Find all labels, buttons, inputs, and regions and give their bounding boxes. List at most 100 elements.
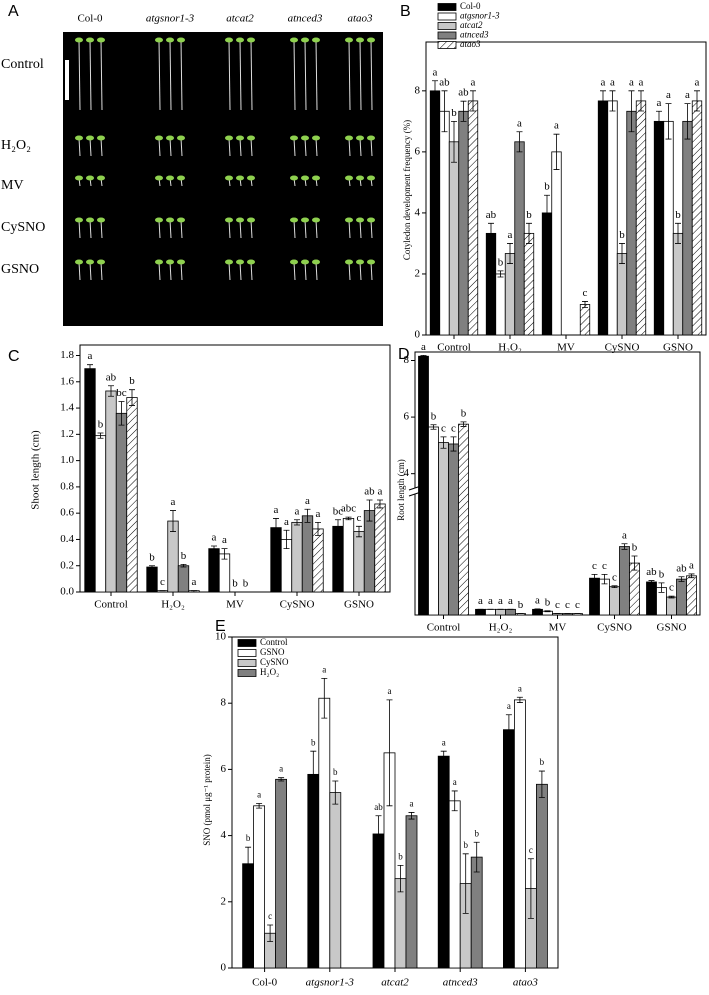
seedling-root: [239, 137, 242, 157]
seedling-root: [250, 39, 253, 111]
bar: [616, 253, 628, 336]
significance-letter: c: [555, 599, 560, 611]
bar: [84, 368, 96, 593]
significance-letter: a: [610, 76, 615, 88]
seedling-leaf: [75, 217, 83, 223]
significance-letter: a: [657, 97, 662, 109]
significance-letter: ab: [374, 802, 383, 812]
seedling-root: [89, 219, 92, 239]
error-bar: [538, 770, 545, 798]
bar: [208, 548, 220, 593]
error-bar: [609, 90, 616, 112]
y-tick-label: 2: [221, 895, 227, 907]
error-bar: [553, 133, 560, 170]
bar: [541, 212, 553, 336]
seedling-leaf: [345, 175, 353, 181]
significance-letter: c: [441, 422, 446, 434]
error-bar: [304, 508, 311, 523]
bar: [458, 110, 469, 336]
y-tick-label: 0: [415, 329, 421, 341]
significance-letter: a: [274, 504, 279, 516]
bar: [551, 151, 562, 336]
significance-letter: abc: [341, 503, 356, 515]
seedling-root: [100, 261, 103, 281]
significance-letter: b: [498, 256, 504, 268]
error-bar: [278, 777, 285, 782]
seedling-root: [180, 137, 183, 157]
error-bar: [505, 714, 512, 745]
y-tick-label: 1.2: [60, 428, 74, 440]
seedling-root: [180, 219, 183, 239]
error-bar: [451, 120, 457, 163]
bar: [437, 755, 450, 969]
seedling-root: [370, 261, 373, 281]
seedling-root: [304, 219, 307, 239]
seedling-leaf: [301, 135, 309, 141]
error-bar: [221, 548, 228, 560]
seedling-root: [169, 261, 172, 281]
y-tick-label: 4: [415, 206, 421, 218]
significance-letter: a: [639, 76, 644, 88]
error-bar: [118, 401, 125, 426]
seedling-root: [315, 39, 318, 111]
seedling-leaf: [75, 37, 83, 43]
error-bar: [516, 131, 523, 153]
significance-letter: c: [583, 287, 588, 299]
error-bar: [440, 436, 447, 449]
y-axis-label: Cotyledon development frequency (%): [402, 120, 412, 260]
seedling-leaf: [166, 135, 174, 141]
seedling-leaf: [236, 37, 244, 43]
significance-letter: a: [478, 595, 483, 607]
significance-letter: c: [357, 512, 362, 524]
x-tick-label: atnced3: [443, 977, 478, 989]
bar: [312, 528, 324, 593]
seedling-leaf: [312, 259, 320, 265]
bar: [523, 232, 535, 336]
seedling-leaf: [86, 37, 94, 43]
error-bar: [462, 853, 469, 914]
seedling-leaf: [225, 135, 233, 141]
error-bar: [665, 103, 672, 140]
x-tick-label: Col-0: [252, 977, 278, 989]
error-bar: [516, 696, 523, 703]
significance-letter: c: [451, 422, 456, 434]
y-tick-label: 10: [215, 631, 227, 643]
seedling-leaf: [356, 37, 364, 43]
error-bar: [526, 222, 532, 244]
significance-letter: a: [508, 595, 513, 607]
bar: [105, 390, 117, 593]
seedling-root: [89, 137, 92, 157]
seedling-leaf: [155, 259, 163, 265]
seedling-root: [100, 39, 103, 111]
bar: [635, 100, 647, 336]
error-bar: [451, 790, 458, 812]
seedling-root: [89, 39, 92, 111]
column-label: atnced3: [288, 13, 323, 25]
error-bar: [332, 780, 339, 805]
bar: [597, 100, 609, 336]
bar: [94, 435, 107, 593]
column-label: atgsnor1-3: [146, 13, 195, 25]
error-bar: [294, 519, 300, 526]
seedling-root: [304, 137, 307, 157]
error-bar: [149, 565, 155, 569]
y-axis-label: SNO (pmol μg⁻¹ protein): [202, 754, 212, 846]
error-bar: [621, 543, 628, 550]
seedling-leaf: [86, 217, 94, 223]
seedling-root: [359, 137, 362, 157]
seedling-leaf: [290, 259, 298, 265]
seedling-leaf: [225, 217, 233, 223]
seedling-leaf: [166, 175, 174, 181]
seedling-leaf: [356, 259, 364, 265]
seedling-leaf: [312, 135, 320, 141]
significance-letter: b: [463, 840, 468, 850]
bar: [301, 515, 314, 593]
seedling-leaf: [97, 217, 105, 223]
x-tick-label: H₂O₂: [161, 599, 185, 611]
error-bar: [450, 436, 457, 452]
error-bar: [684, 103, 691, 140]
bar: [418, 355, 429, 616]
legend-label: atnced3: [460, 30, 489, 40]
error-bar: [267, 924, 274, 942]
significance-letter: a: [279, 764, 283, 774]
